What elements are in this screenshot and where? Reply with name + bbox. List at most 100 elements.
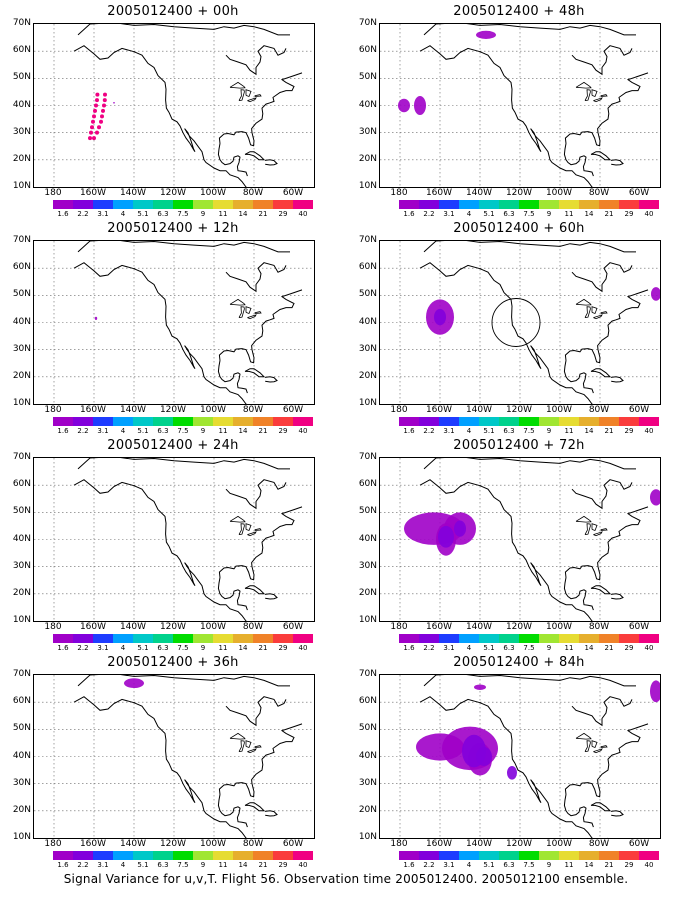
colorbar-swatch: [173, 417, 193, 426]
colorbar-swatch: [133, 417, 153, 426]
longitude-label: 140W: [119, 839, 147, 849]
latitude-label: 40N: [358, 99, 377, 110]
colorbar-label: 14: [238, 210, 248, 218]
colorbar: [53, 634, 313, 643]
map-panel: 2005012400 + 12h 70N 60N 50N 40N 30N 20N 10N 180…: [0, 217, 346, 442]
signal-region: [650, 680, 660, 703]
colorbar-swatch: [233, 634, 253, 643]
longitude-label: 140W: [119, 622, 147, 632]
colorbar-label: 1.6: [57, 861, 69, 869]
lake-outline: [247, 97, 257, 103]
latitude-label: 20N: [12, 587, 31, 598]
longitude-label: 80W: [242, 405, 264, 415]
colorbar-label: 6.3: [503, 427, 515, 435]
latitude-label: 60N: [358, 45, 377, 56]
coastline: [419, 458, 649, 621]
colorbar-swatch: [113, 851, 133, 860]
lake-outline: [247, 748, 257, 754]
colorbar-label: 21: [604, 644, 614, 652]
longitude-label: 60W: [628, 622, 650, 632]
signal-region: [434, 308, 446, 326]
longitude-label: 100W: [199, 188, 227, 198]
longitude-label: 140W: [119, 188, 147, 198]
colorbar-label: 14: [584, 427, 594, 435]
colorbar-swatch: [639, 417, 659, 426]
colorbar-swatch: [133, 200, 153, 209]
colorbar-label: 1.6: [403, 427, 415, 435]
colorbar-label: 40: [298, 861, 308, 869]
observation-dot: [102, 103, 106, 108]
map-svg: [380, 241, 660, 404]
longitude-label: 160W: [79, 405, 107, 415]
longitude-label: 120W: [159, 188, 187, 198]
latitude-label: 10N: [358, 615, 377, 625]
map-svg: [380, 675, 660, 838]
colorbar-swatch: [579, 417, 599, 426]
lake-outline: [600, 311, 608, 314]
observation-dot: [95, 98, 99, 103]
longitude-label: 60W: [628, 188, 650, 198]
lake-outline: [593, 748, 603, 754]
colorbar-label: 7.5: [177, 644, 189, 652]
lake-outline: [229, 732, 246, 740]
colorbar-swatch: [519, 200, 539, 209]
coastline: [73, 24, 303, 187]
lake-outline: [575, 732, 592, 740]
colorbar-swatch: [559, 417, 579, 426]
colorbar-swatch: [73, 200, 93, 209]
colorbar-label: 5.1: [137, 210, 149, 218]
latitude-label: 10N: [12, 398, 31, 408]
colorbar-label: 11: [564, 427, 574, 435]
colorbar-swatch: [639, 851, 659, 860]
colorbar-swatch: [419, 851, 439, 860]
colorbar-swatch: [193, 851, 213, 860]
colorbar-label: 40: [298, 427, 308, 435]
lake-outline: [600, 528, 608, 531]
longitude-label: 80W: [588, 405, 610, 415]
lake-outline: [238, 740, 245, 752]
colorbar-label: 1.6: [403, 210, 415, 218]
colorbar-swatch: [519, 417, 539, 426]
colorbar-swatch: [53, 851, 73, 860]
colorbar-label: 3.1: [443, 427, 455, 435]
colorbar-swatch: [213, 851, 233, 860]
lake-outline: [245, 740, 252, 749]
colorbar-swatch: [399, 851, 419, 860]
latitude-label: 30N: [12, 560, 31, 571]
colorbar-label: 6.3: [503, 210, 515, 218]
colorbar-swatch: [273, 634, 293, 643]
latitude-label: 30N: [358, 343, 377, 354]
lake-outline: [575, 515, 592, 523]
latitude-label: 70N: [358, 669, 377, 679]
colorbar-label: 4: [120, 644, 126, 652]
colorbar-swatch: [419, 200, 439, 209]
colorbar-label: 7.5: [523, 861, 535, 869]
colorbar-label: 21: [604, 427, 614, 435]
colorbar-swatch: [293, 634, 313, 643]
lake-outline: [254, 94, 262, 97]
target-circle: [491, 298, 541, 347]
colorbar-label: 40: [298, 210, 308, 218]
longitude-label: 140W: [465, 405, 493, 415]
colorbar-swatch: [499, 634, 519, 643]
colorbar-swatch: [639, 634, 659, 643]
colorbar-swatch: [619, 634, 639, 643]
observation-dot: [90, 125, 94, 130]
longitude-label: 100W: [545, 622, 573, 632]
colorbar-label: 29: [624, 861, 634, 869]
colorbar-swatch: [93, 851, 113, 860]
colorbar-swatch: [499, 851, 519, 860]
map-svg: [380, 458, 660, 621]
colorbar-label: 6.3: [503, 861, 515, 869]
longitude-label: 120W: [159, 622, 187, 632]
colorbar-label: 4: [120, 861, 126, 869]
latitude-label: 50N: [358, 289, 377, 300]
colorbar-swatch: [53, 634, 73, 643]
coastline: [419, 241, 649, 404]
latitude-label: 70N: [12, 669, 31, 679]
colorbar-swatch: [273, 851, 293, 860]
observation-dot: [93, 108, 97, 113]
lake-outline: [584, 740, 591, 752]
latitude-label: 20N: [12, 153, 31, 164]
colorbar-label: 4: [120, 427, 126, 435]
